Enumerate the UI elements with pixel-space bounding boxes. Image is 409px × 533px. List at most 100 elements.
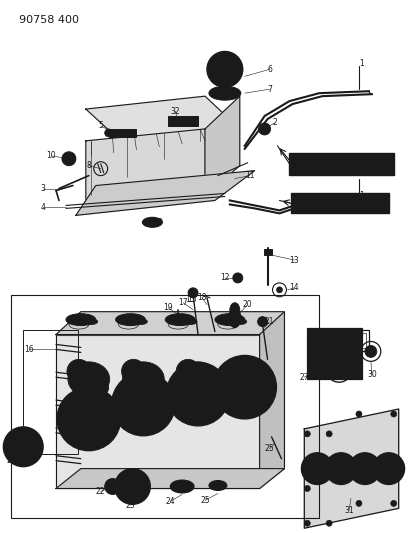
Ellipse shape (232, 319, 246, 325)
Text: 12: 12 (220, 273, 229, 282)
Ellipse shape (214, 88, 234, 98)
Polygon shape (56, 312, 284, 335)
Ellipse shape (115, 314, 145, 326)
Bar (23, 329, 78, 454)
Circle shape (348, 453, 380, 484)
Circle shape (352, 328, 358, 335)
Circle shape (11, 435, 35, 459)
Circle shape (67, 359, 90, 383)
Ellipse shape (66, 314, 96, 326)
Text: 18: 18 (197, 293, 206, 302)
Text: 10: 10 (46, 151, 56, 160)
Circle shape (89, 377, 108, 397)
Circle shape (166, 362, 229, 426)
Circle shape (121, 382, 165, 426)
Bar (350, 329, 368, 351)
Text: 31: 31 (344, 506, 353, 515)
Bar (168, 116, 198, 126)
Ellipse shape (68, 362, 109, 397)
Circle shape (173, 314, 183, 325)
Circle shape (390, 458, 396, 464)
Circle shape (218, 63, 230, 75)
Circle shape (301, 453, 333, 484)
Bar (353, 333, 365, 349)
Polygon shape (85, 129, 204, 208)
Circle shape (207, 52, 242, 87)
Text: 25: 25 (200, 496, 209, 505)
Text: 16: 16 (24, 345, 34, 354)
Text: 1: 1 (359, 191, 364, 200)
Ellipse shape (229, 303, 239, 317)
Circle shape (355, 500, 361, 506)
Circle shape (303, 466, 310, 472)
Polygon shape (259, 312, 284, 488)
Text: 23: 23 (126, 501, 135, 510)
Circle shape (188, 288, 198, 298)
Ellipse shape (212, 482, 222, 488)
Text: SURGE TANK: SURGE TANK (312, 199, 366, 208)
Text: 19: 19 (163, 303, 173, 312)
Text: 28: 28 (316, 373, 325, 382)
Circle shape (143, 377, 163, 397)
Circle shape (234, 377, 254, 397)
Text: 15: 15 (185, 295, 194, 304)
Text: AIR CLEANER: AIR CLEANER (312, 159, 368, 168)
Circle shape (257, 317, 267, 327)
Circle shape (115, 469, 150, 504)
Circle shape (122, 477, 142, 496)
Ellipse shape (228, 308, 240, 328)
Polygon shape (56, 335, 259, 488)
Bar (108, 129, 136, 137)
Circle shape (390, 475, 396, 481)
Text: 11: 11 (244, 171, 254, 180)
Text: 30: 30 (366, 370, 376, 379)
Polygon shape (204, 96, 239, 196)
Text: 29: 29 (346, 370, 356, 379)
Text: 2: 2 (272, 118, 276, 127)
Polygon shape (303, 409, 398, 528)
Circle shape (57, 387, 120, 451)
Circle shape (261, 126, 267, 132)
Text: 27: 27 (299, 373, 308, 382)
Text: 9: 9 (157, 218, 162, 227)
Circle shape (212, 356, 276, 419)
Polygon shape (56, 469, 284, 488)
Ellipse shape (122, 362, 164, 397)
Text: 26: 26 (7, 456, 16, 465)
Circle shape (303, 486, 310, 491)
Circle shape (303, 431, 310, 437)
Bar (291, 193, 388, 213)
Circle shape (121, 359, 145, 383)
Circle shape (222, 365, 266, 409)
Bar (307, 328, 361, 379)
Text: 5: 5 (98, 122, 103, 131)
Text: 15: 15 (187, 295, 196, 304)
Circle shape (67, 397, 110, 441)
Text: 8: 8 (86, 161, 91, 170)
Ellipse shape (165, 314, 195, 326)
Text: 24: 24 (165, 497, 175, 506)
Circle shape (308, 328, 313, 335)
Ellipse shape (209, 481, 226, 490)
Circle shape (276, 287, 282, 293)
Ellipse shape (142, 217, 162, 227)
Circle shape (66, 156, 72, 161)
Text: 32: 32 (170, 107, 180, 116)
Text: 3: 3 (40, 184, 45, 193)
Text: 22: 22 (96, 487, 105, 496)
Ellipse shape (170, 480, 193, 493)
Polygon shape (76, 171, 254, 215)
Circle shape (313, 335, 353, 374)
Circle shape (364, 345, 376, 358)
Text: 21: 21 (264, 317, 274, 326)
Circle shape (326, 520, 331, 526)
Circle shape (230, 359, 254, 383)
Circle shape (326, 431, 331, 437)
Ellipse shape (183, 319, 197, 325)
Circle shape (104, 479, 120, 495)
Text: 13: 13 (289, 255, 299, 264)
Text: 14: 14 (289, 284, 299, 293)
Ellipse shape (209, 86, 240, 100)
Polygon shape (85, 96, 239, 141)
Circle shape (198, 377, 217, 397)
